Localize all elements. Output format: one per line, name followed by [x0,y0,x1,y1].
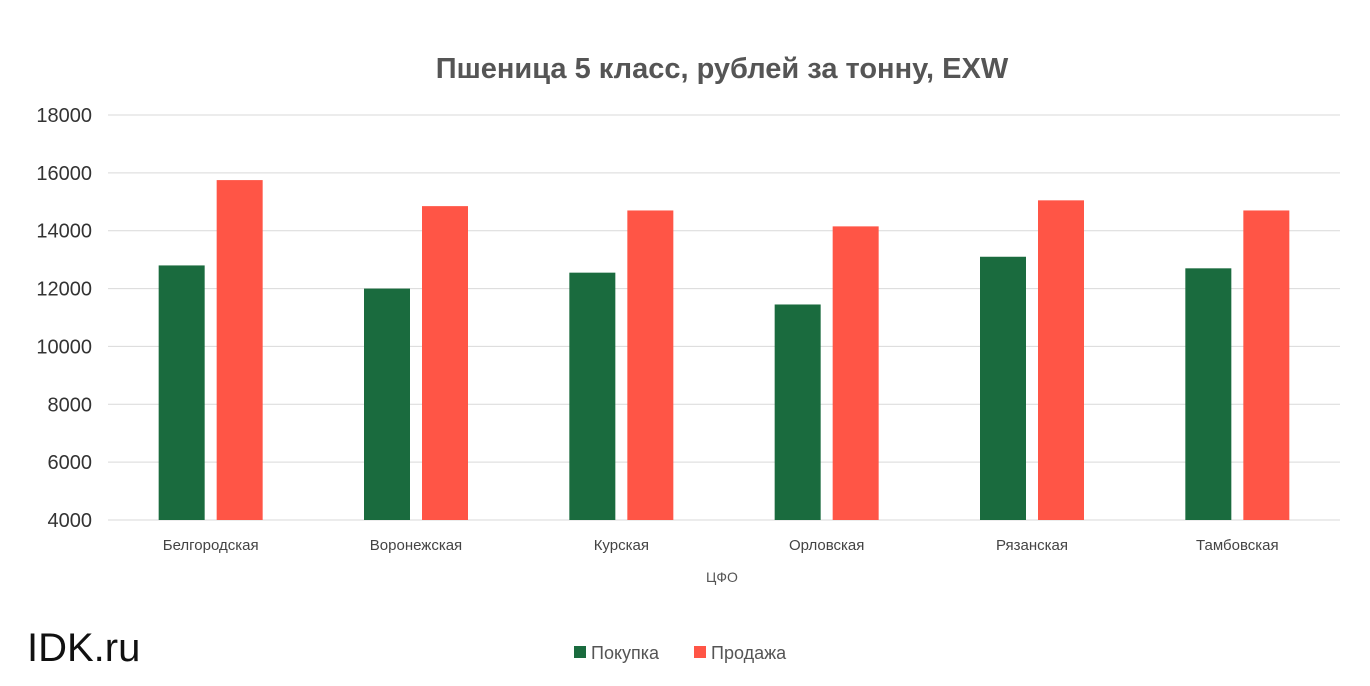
bar-sell [1243,210,1290,520]
y-tick-label: 18000 [36,105,92,127]
x-axis-label: ЦФО [706,569,738,585]
watermark-logo: IDK.ru [27,626,141,670]
bar-buy [158,265,205,520]
y-axis-ticks: 4000 6000 8000 10000 12000 14000 16000 18000 [36,105,92,532]
x-tick-label: Курская [594,537,649,554]
bar-buy [1185,268,1232,520]
y-tick-label: 16000 [36,163,92,185]
bars [158,180,1290,520]
y-tick-label: 14000 [36,221,92,243]
bar-buy [569,272,616,520]
bar-sell [1038,200,1084,520]
x-tick-label: Воронежская [370,537,462,554]
chart-title: Пшеница 5 класс, рублей за тонну, EXW [436,53,1009,85]
legend-label: Покупка [591,643,660,663]
bar-sell [627,210,674,520]
x-axis-ticks: Белгородская Воронежская Курская Орловская Р… [163,537,1279,554]
x-tick-label: Белгородская [163,537,259,554]
legend-swatch [574,646,586,658]
x-tick-label: Рязанская [996,537,1068,554]
x-tick-label: Тамбовская [1196,537,1279,554]
y-tick-label: 4000 [48,510,93,532]
bar-sell [216,180,263,520]
y-tick-label: 6000 [48,452,93,474]
grid [108,114,1340,521]
y-tick-label: 12000 [36,279,92,301]
y-tick-label: 10000 [36,336,92,358]
bar-sell [832,226,879,520]
legend: Покупка Продажа [574,643,787,663]
bar-buy [774,304,821,520]
legend-label: Продажа [711,643,787,663]
x-tick-label: Орловская [789,537,864,554]
bar-sell [422,206,468,520]
legend-swatch [694,646,706,658]
y-tick-label: 8000 [48,394,93,416]
bar-buy [980,256,1026,520]
bar-buy [364,288,410,520]
